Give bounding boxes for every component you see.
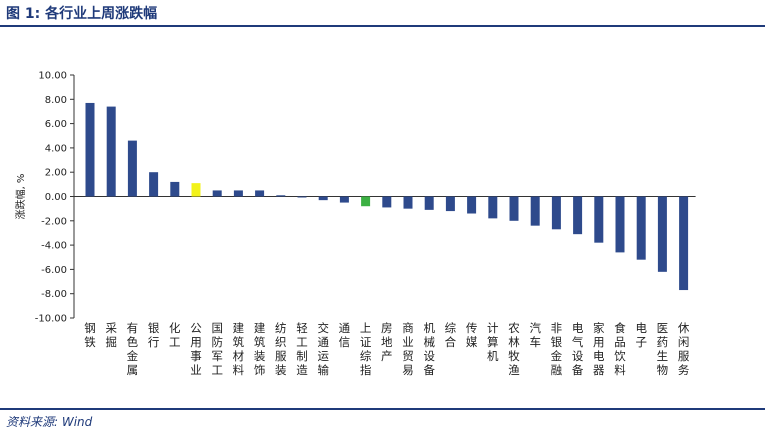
y-tick-label: -8.00 (41, 289, 67, 300)
x-tick-label: 国防军工 (211, 321, 223, 377)
x-tick-label: 电子 (635, 321, 647, 349)
bar-25 (615, 196, 625, 253)
x-tick-label: 医药生物 (657, 321, 669, 377)
x-tick-label: 农林牧渔 (508, 321, 520, 377)
bar-3 (149, 172, 159, 197)
x-tick-label: 通信 (339, 321, 351, 349)
bar-chart: 10.00 8.00 6.00 4.00 2.00 0.00 -2.00 -4.00 -6.00… (14, 71, 696, 377)
x-tick-label: 上证综指 (360, 321, 372, 377)
x-tick-label: 纺织服装 (275, 321, 287, 377)
bar-11 (318, 196, 328, 201)
x-tick-label: 休闲服务 (678, 321, 690, 377)
bar-1 (106, 106, 116, 197)
bar-27 (657, 196, 667, 272)
y-tick-label: 8.00 (45, 95, 67, 106)
y-tick-label: -6.00 (41, 265, 67, 276)
x-tick-label: 商业贸易 (402, 321, 414, 377)
bar-24 (594, 196, 604, 243)
x-tick-label: 电气设备 (572, 321, 584, 377)
bottom-divider (0, 408, 765, 410)
bar-12 (339, 196, 349, 203)
figure-title: 图 1: 各行业上周涨跌幅 (6, 6, 158, 22)
bar-19 (488, 196, 498, 219)
x-tick-label: 有色金属 (127, 321, 139, 377)
bar-10 (297, 196, 307, 198)
bar-9 (276, 195, 286, 197)
bar-16 (424, 196, 434, 210)
x-tick-label: 建筑装饰 (254, 321, 266, 377)
x-tick-label: 机械设备 (423, 321, 435, 377)
bar-8 (255, 190, 265, 197)
y-tick-label: -10.00 (35, 314, 67, 325)
top-divider (0, 25, 765, 27)
bar-4 (170, 181, 180, 197)
x-tick-label: 交通运输 (317, 321, 329, 377)
x-tick-label: 汽车 (529, 321, 541, 349)
bar-18 (467, 196, 477, 214)
y-tick-label: 2.00 (45, 168, 67, 179)
x-tick-label: 轻工制造 (296, 321, 308, 377)
bar-26 (636, 196, 646, 260)
y-tick-label: 0.00 (45, 192, 67, 203)
x-tick-label: 综合 (445, 321, 457, 349)
bar-28 (679, 196, 689, 291)
y-tick-label: 10.00 (38, 71, 67, 82)
y-axis-label: 涨跌幅, % (14, 174, 27, 220)
x-axis-labels: 钢铁采掘有色金属银行化工公用事业国防军工建筑材料建筑装饰纺织服装轻工制造交通运输… (84, 321, 690, 377)
bar-2 (127, 140, 137, 197)
bar-series (85, 102, 689, 291)
bar-5 (191, 183, 201, 197)
x-tick-label: 采掘 (105, 321, 117, 349)
y-tick-label: 4.00 (45, 143, 67, 154)
bar-14 (382, 196, 392, 208)
x-tick-label: 传媒 (466, 321, 478, 349)
bar-7 (233, 190, 243, 197)
x-tick-label: 食品饮料 (614, 321, 626, 377)
bar-23 (573, 196, 583, 235)
x-tick-label: 钢铁 (84, 321, 96, 349)
bar-13 (361, 196, 371, 207)
bar-20 (509, 196, 519, 221)
y-tick-label: -4.00 (41, 241, 67, 252)
source-note: 资料来源: Wind (6, 415, 93, 429)
y-tick-label: -2.00 (41, 216, 67, 227)
x-tick-label: 家用电器 (593, 321, 605, 377)
bar-0 (85, 102, 95, 197)
y-tick-label: 6.00 (45, 119, 67, 130)
x-tick-label: 计算机 (487, 321, 499, 363)
x-tick-label: 非银金融 (551, 321, 563, 377)
bar-15 (403, 196, 413, 209)
x-tick-label: 化工 (169, 321, 181, 349)
x-tick-label: 公用事业 (190, 321, 202, 377)
bar-21 (530, 196, 540, 226)
bar-22 (551, 196, 561, 230)
bar-6 (212, 190, 222, 197)
x-tick-label: 建筑材料 (233, 321, 245, 377)
x-tick-label: 房地产 (381, 321, 393, 363)
bar-17 (445, 196, 455, 212)
x-tick-label: 银行 (148, 321, 160, 349)
